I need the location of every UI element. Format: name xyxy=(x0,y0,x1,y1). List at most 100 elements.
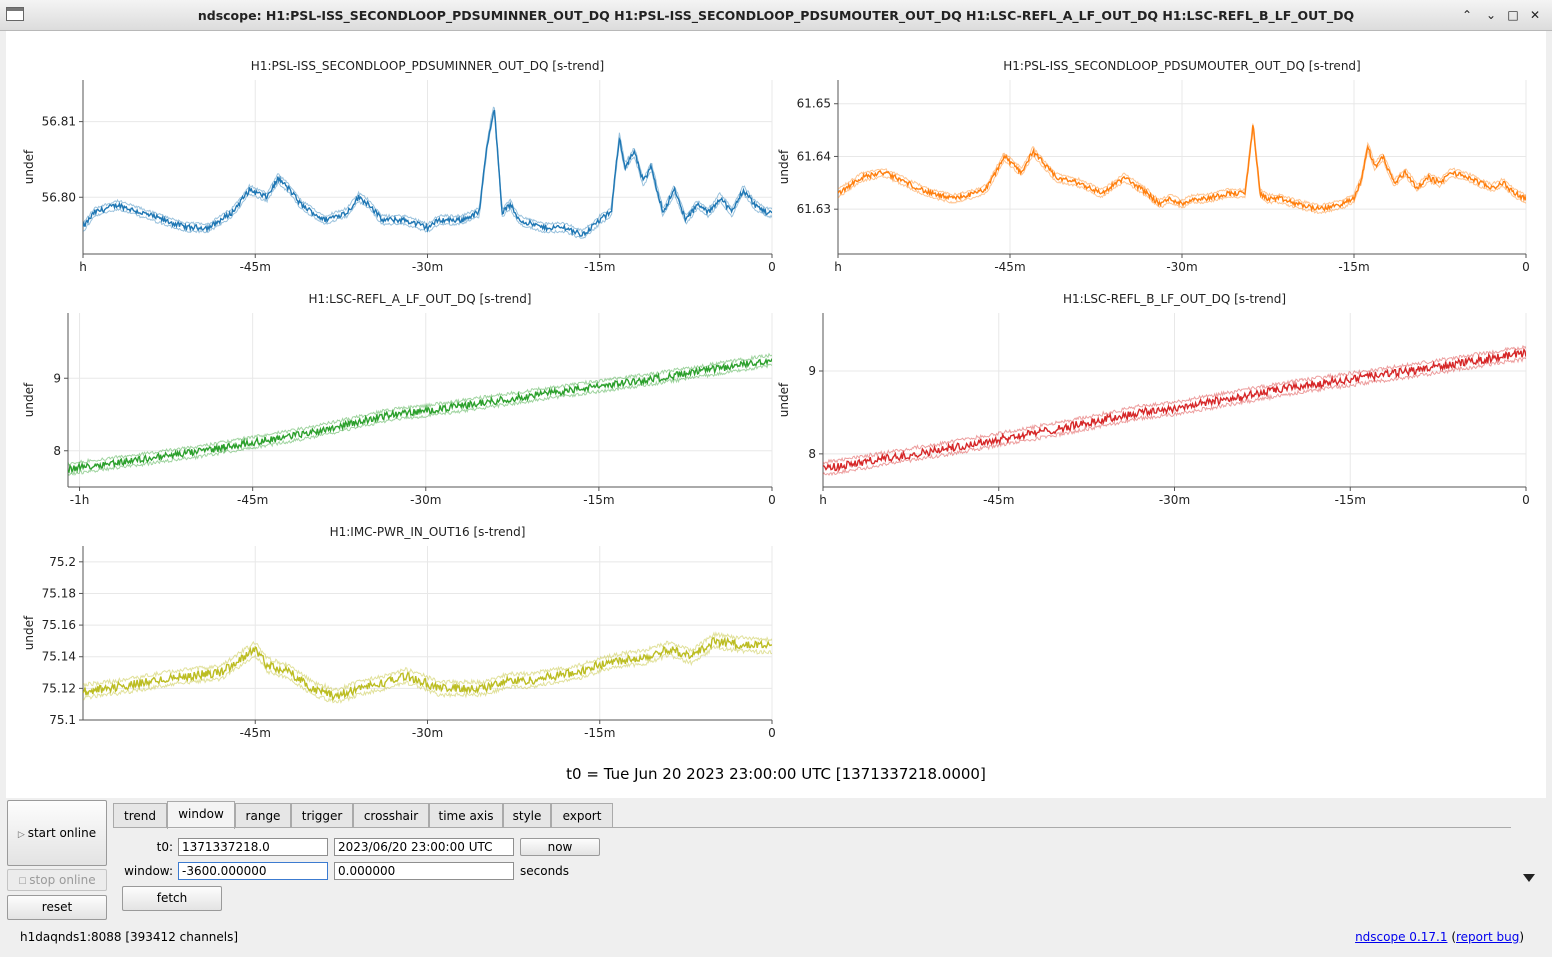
series-mean-trace xyxy=(83,109,772,237)
tab-divider xyxy=(113,827,1511,828)
window-label: window: xyxy=(124,864,173,878)
series-max-trace xyxy=(68,352,772,466)
x-tick-label: -45m xyxy=(994,260,1025,274)
x-tick-label: -45m xyxy=(240,260,271,274)
chart-1[interactable]: H1:PSL-ISS_SECONDLOOP_PDSUMOUTER_OUT_DQ … xyxy=(777,59,1530,274)
chart-title: H1:PSL-ISS_SECONDLOOP_PDSUMINNER_OUT_DQ … xyxy=(251,59,604,73)
y-axis-label: undef xyxy=(22,615,36,650)
panel-collapse-icon[interactable] xyxy=(1523,874,1535,882)
t0-utc-input[interactable]: 2023/06/20 23:00:00 UTC xyxy=(334,838,514,856)
x-tick-label: -30m xyxy=(1166,260,1197,274)
window-end-input[interactable]: 0.000000 xyxy=(334,862,514,880)
y-tick-label: 9 xyxy=(808,364,816,378)
y-tick-label: 8 xyxy=(53,444,61,458)
play-icon: ▷ xyxy=(17,830,28,840)
tab-style[interactable]: style xyxy=(503,803,551,827)
y-tick-label: 75.16 xyxy=(42,618,76,632)
seconds-label: seconds xyxy=(520,864,570,878)
y-tick-label: 56.80 xyxy=(42,190,76,204)
chart-title: H1:LSC-REFL_A_LF_OUT_DQ [s-trend] xyxy=(308,292,531,306)
y-tick-label: 75.12 xyxy=(42,681,76,695)
tab-range[interactable]: range xyxy=(235,803,291,827)
report-bug-link[interactable]: report bug xyxy=(1456,930,1520,944)
now-button[interactable]: now xyxy=(520,838,600,856)
window-title: ndscope: H1:PSL-ISS_SECONDLOOP_PDSUMINNE… xyxy=(197,8,1355,23)
t0-readout: t0 = Tue Jun 20 2023 23:00:00 UTC [13713… xyxy=(566,765,986,783)
x-tick-label: -15m xyxy=(583,493,614,507)
series-min-trace xyxy=(823,357,1526,477)
plot-area: H1:PSL-ISS_SECONDLOOP_PDSUMINNER_OUT_DQ … xyxy=(6,31,1546,798)
report-open-paren: ( xyxy=(1451,930,1456,944)
y-axis-label: undef xyxy=(22,149,36,184)
series-max-trace xyxy=(838,123,1526,207)
chart-4[interactable]: H1:IMC-PWR_IN_OUT16 [s-trend] -45m -30m -15… xyxy=(22,525,776,740)
x-tick-label: 0 xyxy=(768,260,776,274)
y-tick-label: 61.64 xyxy=(797,149,831,163)
y-tick-label: 61.63 xyxy=(797,202,831,216)
y-tick-label: 75.18 xyxy=(42,586,76,600)
y-tick-label: 75.1 xyxy=(49,713,76,727)
version-info: ndscope 0.17.1 (report bug) xyxy=(1355,930,1524,944)
x-tick-label: h xyxy=(79,260,87,274)
reset-button[interactable]: reset xyxy=(7,895,107,920)
report-close-paren: ) xyxy=(1519,930,1524,944)
x-tick-label: -45m xyxy=(240,726,271,740)
minimize-icon[interactable]: ⌃ xyxy=(1461,8,1473,22)
window-start-input[interactable]: -3600.000000 xyxy=(178,862,328,880)
tab-export[interactable]: export xyxy=(551,803,613,827)
x-tick-label: -1h xyxy=(70,493,90,507)
stop-online-button: ☐ stop online xyxy=(7,869,107,891)
series-mean-trace xyxy=(68,357,772,474)
y-axis-label: undef xyxy=(22,382,36,417)
app-window-icon xyxy=(6,7,24,21)
fetch-button[interactable]: fetch xyxy=(122,886,222,911)
x-tick-label: -45m xyxy=(237,493,268,507)
series-max-trace xyxy=(83,106,772,234)
x-tick-label: -15m xyxy=(584,260,615,274)
chevron-down-icon[interactable]: ⌄ xyxy=(1485,8,1497,22)
chart-title: H1:IMC-PWR_IN_OUT16 [s-trend] xyxy=(330,525,526,539)
t0-label: t0: xyxy=(156,840,173,854)
series-min-trace xyxy=(83,644,772,704)
x-tick-label: -15m xyxy=(1335,493,1366,507)
window-titlebar: ndscope: H1:PSL-ISS_SECONDLOOP_PDSUMINNE… xyxy=(0,0,1552,31)
series-max-trace xyxy=(823,344,1526,465)
x-tick-label: 0 xyxy=(768,726,776,740)
series-min-trace xyxy=(68,363,772,476)
version-link[interactable]: ndscope 0.17.1 xyxy=(1355,930,1448,944)
x-tick-label: -15m xyxy=(584,726,615,740)
chart-title: H1:LSC-REFL_B_LF_OUT_DQ [s-trend] xyxy=(1063,292,1286,306)
series-mean-trace xyxy=(838,125,1526,213)
tab-window[interactable]: window xyxy=(167,801,235,829)
chart-2[interactable]: H1:LSC-REFL_A_LF_OUT_DQ [s-trend] -1h -45m… xyxy=(22,292,776,507)
x-tick-label: -15m xyxy=(1338,260,1369,274)
x-tick-label: 0 xyxy=(1522,260,1530,274)
server-status: h1daqnds1:8088 [393412 channels] xyxy=(20,930,239,944)
stop-icon: ☐ xyxy=(18,877,30,887)
t0-gps-input[interactable]: 1371337218.0 xyxy=(178,838,328,856)
x-tick-label: 0 xyxy=(1522,493,1530,507)
tab-trigger[interactable]: trigger xyxy=(291,803,353,827)
y-tick-label: 75.14 xyxy=(42,650,76,664)
chart-3[interactable]: H1:LSC-REFL_B_LF_OUT_DQ [s-trend] h -45m -3… xyxy=(777,292,1530,507)
x-tick-label: -30m xyxy=(412,260,443,274)
start-online-button[interactable]: ▷ start online xyxy=(7,800,107,866)
series-min-trace xyxy=(838,131,1526,214)
series-mean-trace xyxy=(83,636,772,702)
chart-0[interactable]: H1:PSL-ISS_SECONDLOOP_PDSUMINNER_OUT_DQ … xyxy=(22,59,776,274)
tab-time-axis[interactable]: time axis xyxy=(429,803,503,827)
tab-trend[interactable]: trend xyxy=(113,803,167,827)
close-icon[interactable]: ✕ xyxy=(1529,8,1541,22)
y-tick-label: 9 xyxy=(53,371,61,385)
series-mean-trace xyxy=(823,347,1526,472)
x-tick-label: -30m xyxy=(412,726,443,740)
chart-title: H1:PSL-ISS_SECONDLOOP_PDSUMOUTER_OUT_DQ … xyxy=(1003,59,1360,73)
y-axis-label: undef xyxy=(777,382,791,417)
x-tick-label: h xyxy=(834,260,842,274)
x-tick-label: h xyxy=(819,493,827,507)
series-max-trace xyxy=(83,631,772,692)
plots-svg[interactable]: H1:PSL-ISS_SECONDLOOP_PDSUMINNER_OUT_DQ … xyxy=(6,31,1546,798)
y-tick-label: 56.81 xyxy=(42,115,76,129)
tab-crosshair[interactable]: crosshair xyxy=(353,803,429,827)
maximize-icon[interactable]: □ xyxy=(1507,8,1519,22)
